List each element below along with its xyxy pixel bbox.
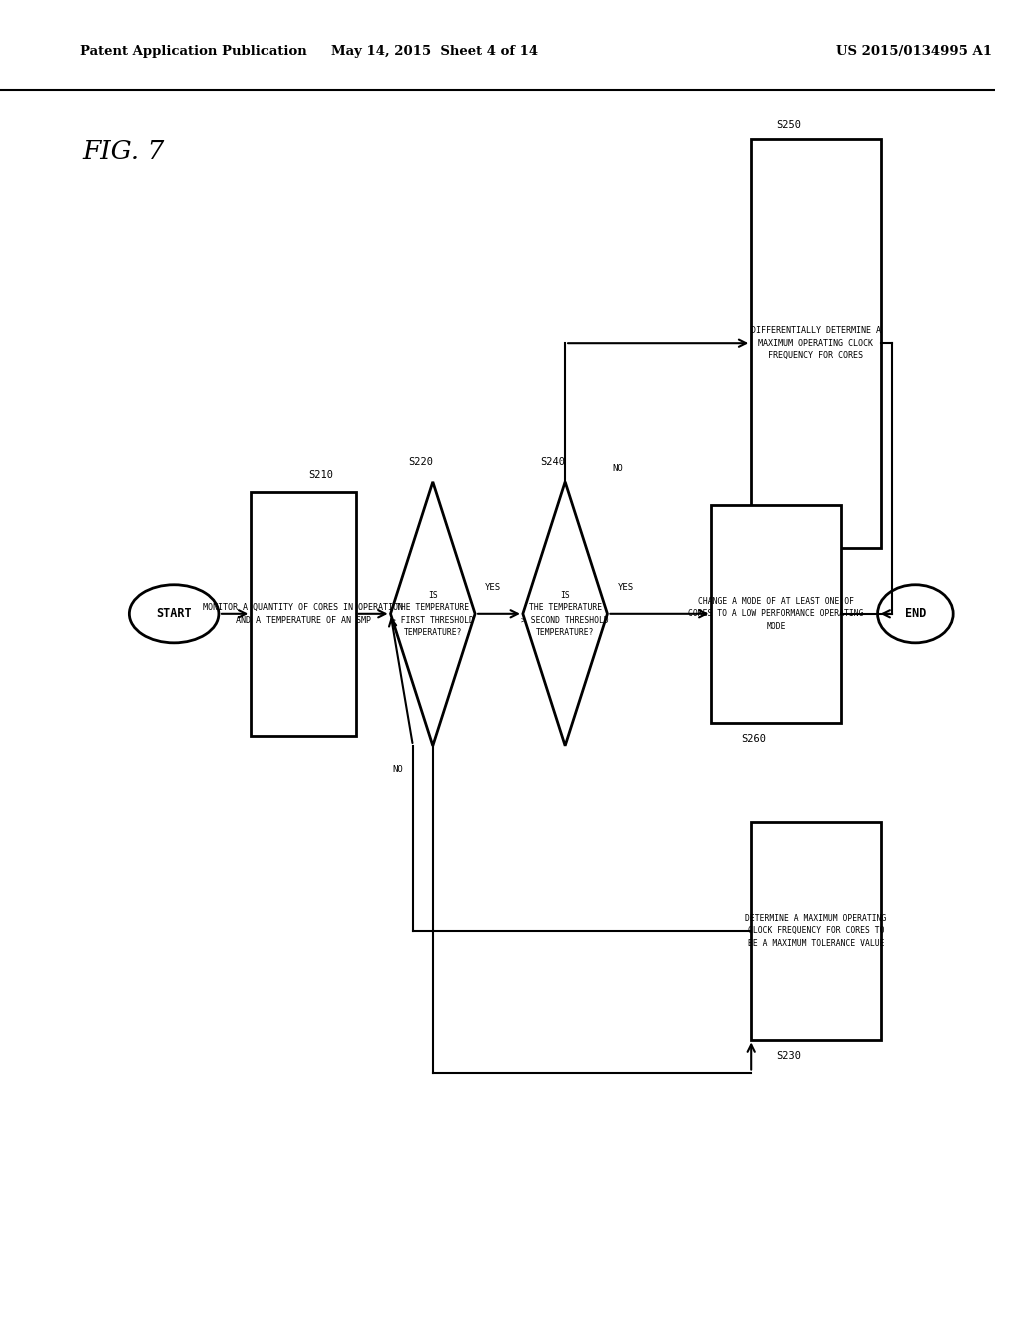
Text: S230: S230 [776, 1051, 801, 1061]
Text: S250: S250 [776, 120, 801, 131]
Text: YES: YES [617, 583, 634, 591]
Text: END: END [904, 607, 926, 620]
Text: IS
THE TEMPERATURE
> FIRST THRESHOLD
TEMPERATURE?: IS THE TEMPERATURE > FIRST THRESHOLD TEM… [391, 590, 474, 638]
Text: US 2015/0134995 A1: US 2015/0134995 A1 [836, 45, 992, 58]
Text: DETERMINE A MAXIMUM OPERATING
CLOCK FREQUENCY FOR CORES TO
BE A MAXIMUM TOLERANC: DETERMINE A MAXIMUM OPERATING CLOCK FREQ… [745, 913, 887, 948]
Bar [752, 821, 881, 1040]
Text: S220: S220 [408, 457, 433, 467]
Text: NO: NO [612, 465, 624, 473]
Bar [251, 492, 355, 737]
Text: START: START [157, 607, 191, 620]
Text: YES: YES [485, 583, 501, 591]
Bar [712, 504, 841, 722]
Text: Patent Application Publication: Patent Application Publication [80, 45, 306, 58]
Text: NO: NO [392, 766, 403, 774]
Text: DIFFERENTIALLY DETERMINE A
MAXIMUM OPERATING CLOCK
FREQUENCY FOR CORES: DIFFERENTIALLY DETERMINE A MAXIMUM OPERA… [751, 326, 881, 360]
Text: May 14, 2015  Sheet 4 of 14: May 14, 2015 Sheet 4 of 14 [331, 45, 539, 58]
Polygon shape [523, 482, 607, 746]
Bar [752, 139, 881, 548]
Text: CHANGE A MODE OF AT LEAST ONE OF
CORES TO A LOW PERFORMANCE OPERATING
MODE: CHANGE A MODE OF AT LEAST ONE OF CORES T… [688, 597, 864, 631]
Text: MONITOR A QUANTITY OF CORES IN OPERATION
AND A TEMPERATURE OF AN SMP: MONITOR A QUANTITY OF CORES IN OPERATION… [204, 603, 403, 624]
Text: FIG. 7: FIG. 7 [83, 139, 165, 164]
Text: S240: S240 [541, 457, 565, 467]
Polygon shape [390, 482, 475, 746]
Text: S210: S210 [308, 470, 334, 480]
Text: S260: S260 [741, 734, 766, 744]
Ellipse shape [878, 585, 953, 643]
Text: IS
THE TEMPERATURE
> SECOND THRESHOLD
TEMPERATURE?: IS THE TEMPERATURE > SECOND THRESHOLD TE… [521, 590, 609, 638]
Ellipse shape [129, 585, 219, 643]
